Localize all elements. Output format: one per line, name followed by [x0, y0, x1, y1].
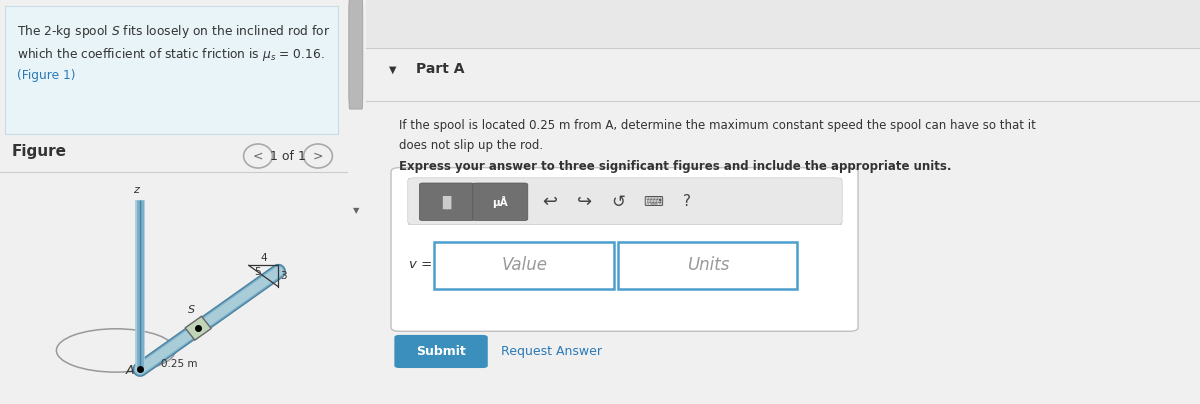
Text: (Figure 1): (Figure 1): [17, 69, 76, 82]
Text: ⌨: ⌨: [643, 195, 664, 209]
FancyBboxPatch shape: [5, 6, 338, 134]
Text: 4: 4: [260, 253, 266, 263]
Text: ↺: ↺: [611, 193, 625, 211]
Text: Units: Units: [686, 257, 730, 274]
Text: Figure: Figure: [12, 144, 67, 159]
FancyBboxPatch shape: [395, 335, 487, 368]
Text: ▐▌: ▐▌: [437, 196, 456, 208]
Text: ▼: ▼: [353, 206, 359, 215]
Text: ↪: ↪: [577, 193, 592, 211]
Text: >: >: [313, 149, 323, 162]
FancyBboxPatch shape: [419, 183, 474, 221]
Text: 1 of 1: 1 of 1: [270, 149, 306, 162]
Text: Express your answer to three significant figures and include the appropriate uni: Express your answer to three significant…: [400, 160, 952, 173]
FancyBboxPatch shape: [473, 183, 528, 221]
Text: does not slip up the rod.: does not slip up the rod.: [400, 139, 544, 152]
FancyBboxPatch shape: [366, 48, 1200, 101]
Text: Request Answer: Request Answer: [502, 345, 602, 358]
Text: Value: Value: [502, 257, 547, 274]
FancyBboxPatch shape: [618, 242, 797, 289]
Polygon shape: [185, 316, 211, 340]
Text: μÅ: μÅ: [492, 196, 508, 208]
Text: 0.25 m: 0.25 m: [161, 359, 198, 369]
Text: z: z: [133, 185, 139, 195]
Text: If the spool is located 0.25 m from A, determine the maximum constant speed the : If the spool is located 0.25 m from A, d…: [400, 119, 1037, 132]
Text: ▼: ▼: [389, 65, 397, 74]
FancyBboxPatch shape: [408, 178, 842, 225]
FancyBboxPatch shape: [408, 178, 841, 224]
Text: v =: v =: [409, 258, 433, 271]
Text: 5: 5: [254, 267, 260, 277]
Text: <: <: [253, 149, 263, 162]
Text: ?: ?: [683, 194, 691, 210]
FancyBboxPatch shape: [391, 168, 858, 331]
Text: The 2-kg spool $\mathit{S}$ fits loosely on the inclined rod for: The 2-kg spool $\mathit{S}$ fits loosely…: [17, 23, 330, 40]
FancyBboxPatch shape: [349, 0, 362, 109]
Text: Part A: Part A: [416, 63, 464, 76]
Text: ↩: ↩: [542, 193, 557, 211]
Text: 3: 3: [281, 271, 287, 281]
Text: A: A: [126, 364, 134, 377]
FancyBboxPatch shape: [434, 242, 613, 289]
Text: S: S: [187, 305, 194, 315]
FancyBboxPatch shape: [366, 0, 1200, 48]
Text: Submit: Submit: [416, 345, 466, 358]
Text: which the coefficient of static friction is $\mu_s$ = 0.16.: which the coefficient of static friction…: [17, 46, 324, 63]
